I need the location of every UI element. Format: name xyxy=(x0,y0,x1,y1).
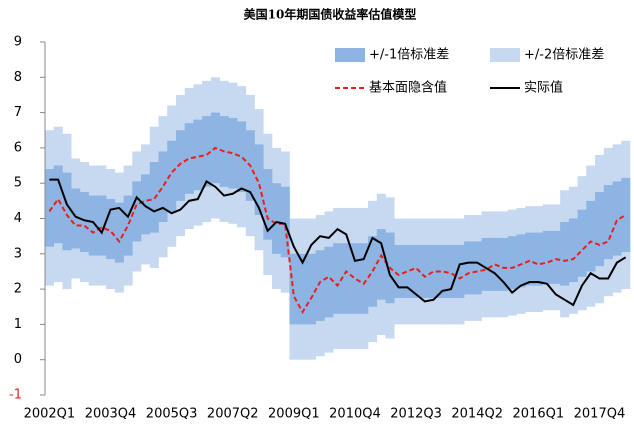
band-segment xyxy=(106,199,116,260)
y-tick-label: 9 xyxy=(14,35,22,50)
chart-title: 美国10年期国债收益率估值模型 xyxy=(244,7,417,22)
band-segment xyxy=(158,151,168,223)
band-segment xyxy=(446,244,456,298)
band-segment xyxy=(420,244,430,298)
band-segment xyxy=(533,232,543,286)
y-tick-label: 4 xyxy=(14,211,22,226)
band-segment xyxy=(298,253,308,325)
band-segment xyxy=(525,232,535,286)
band-segment xyxy=(202,116,212,187)
band-segment xyxy=(472,241,482,295)
band-segment xyxy=(595,192,605,267)
series-line xyxy=(49,178,627,307)
band-segment xyxy=(306,253,316,325)
series-line xyxy=(48,146,627,315)
band-segment xyxy=(263,169,273,240)
x-tick-label: 2016Q1 xyxy=(513,407,565,422)
band-segment xyxy=(237,121,247,193)
band-segment xyxy=(272,183,282,254)
band-segment xyxy=(376,229,386,300)
band-segment xyxy=(542,230,552,284)
band-segment xyxy=(123,195,133,256)
band-segment xyxy=(228,117,238,189)
x-tick-label: 2010Q4 xyxy=(329,407,381,422)
band-segment xyxy=(175,130,186,201)
band-segment xyxy=(141,174,151,235)
y-tick-label: 7 xyxy=(14,105,22,120)
legend-label: +/-1倍标准差 xyxy=(369,48,449,63)
band-segment xyxy=(507,236,517,290)
x-tick-label: 2007Q2 xyxy=(207,407,259,422)
band-segment xyxy=(315,250,325,321)
band-segment xyxy=(193,119,203,191)
y-tick-label: 6 xyxy=(14,140,22,155)
band-segment xyxy=(88,195,98,256)
band-segment xyxy=(586,200,596,272)
band-segment xyxy=(499,237,509,291)
legend-swatch xyxy=(490,48,520,62)
x-tick-label: 2014Q2 xyxy=(451,407,503,422)
band-segment xyxy=(79,192,89,253)
band-segment xyxy=(455,244,465,298)
band-segment xyxy=(551,230,561,284)
y-tick-label: -1 xyxy=(9,388,22,403)
band-segment xyxy=(411,244,421,298)
y-tick-label: 1 xyxy=(14,317,22,332)
band-segment xyxy=(490,237,500,291)
legend-label: +/-2倍标准差 xyxy=(524,48,604,63)
band-segment xyxy=(481,237,491,291)
y-tick-label: 3 xyxy=(14,246,22,261)
band-segment xyxy=(167,140,177,212)
y-tick-label: 5 xyxy=(14,176,22,191)
band-segment xyxy=(114,202,124,263)
x-tick-label: 2009Q1 xyxy=(268,407,320,422)
band-segment xyxy=(132,181,142,242)
y-tick-label: 2 xyxy=(14,282,22,297)
band-segment xyxy=(568,218,578,283)
band-segment xyxy=(612,181,622,256)
band-segment xyxy=(437,244,447,298)
band-segment xyxy=(62,172,72,251)
band-segment xyxy=(341,243,351,314)
band-segment xyxy=(97,195,107,256)
band-segment xyxy=(621,177,631,253)
band-segment xyxy=(333,243,343,314)
band-segment xyxy=(254,144,264,215)
band-segment xyxy=(359,243,369,314)
x-tick-label: 2017Q4 xyxy=(574,407,626,422)
band-segment xyxy=(560,222,570,286)
band-segment xyxy=(394,244,404,298)
band-segment xyxy=(402,244,413,298)
y-tick-label: 0 xyxy=(14,352,22,367)
legend-label: 实际值 xyxy=(524,80,563,96)
band-segment xyxy=(184,123,194,194)
band-segment xyxy=(464,241,474,295)
band-segment xyxy=(280,186,290,258)
x-tick-label: 2003Q4 xyxy=(85,407,137,422)
legend-label: 基本面隐含值 xyxy=(369,80,447,96)
band-segment xyxy=(603,184,613,260)
band-segment xyxy=(368,236,378,307)
band-segment xyxy=(71,188,81,249)
legend-swatch xyxy=(335,48,365,62)
band-segment xyxy=(577,209,587,277)
x-tick-label: 2005Q3 xyxy=(146,407,198,422)
x-tick-label: 2012Q3 xyxy=(390,407,442,422)
band-segment xyxy=(324,246,334,318)
x-tick-label: 2002Q1 xyxy=(24,407,76,422)
y-tick-label: 8 xyxy=(14,70,22,85)
band-segment xyxy=(45,169,55,247)
band-segment xyxy=(53,165,63,244)
band-segment xyxy=(516,234,526,288)
band-segment xyxy=(429,244,439,298)
band-segment xyxy=(350,243,360,314)
